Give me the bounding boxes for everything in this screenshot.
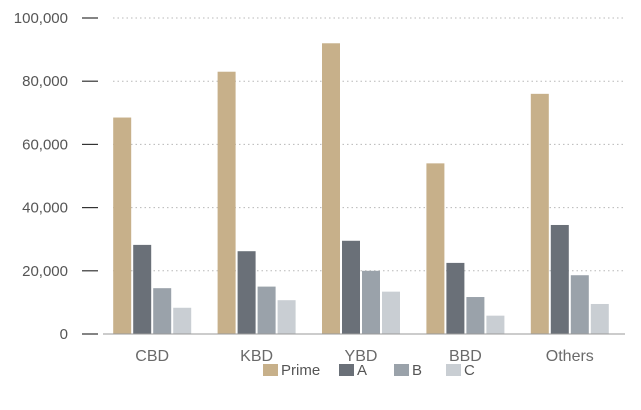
bar-prime-bbd (426, 163, 445, 334)
bar-c-others (590, 303, 609, 334)
y-axis: 0 20,000 40,000 60,000 80,000 100,000 (14, 10, 98, 343)
bar-b-ybd (362, 270, 380, 334)
legend-label-c: C (464, 362, 475, 379)
y-tick-label: 20,000 (22, 263, 68, 280)
bar-prime-ybd (322, 43, 340, 334)
bar-c-kbd (277, 300, 296, 334)
y-tick-label: 0 (60, 326, 68, 343)
y-tick-label: 60,000 (22, 136, 68, 153)
bar-prime-cbd (113, 117, 132, 334)
legend-label-prime: Prime (281, 362, 320, 379)
bar-a-ybd (342, 240, 360, 334)
legend-swatch-c (446, 364, 461, 376)
x-category-label: Others (546, 348, 594, 365)
y-tick-label: 80,000 (22, 73, 68, 90)
x-category-label: KBD (240, 348, 273, 365)
legend-label-b: B (412, 362, 422, 379)
y-tick-label: 100,000 (14, 10, 68, 27)
y-tick-label: 40,000 (22, 200, 68, 217)
x-category-label: YBD (345, 348, 378, 365)
bar-c-ybd (382, 291, 400, 334)
bar-b-bbd (466, 297, 485, 334)
bar-a-kbd (237, 251, 256, 334)
bars (113, 43, 609, 334)
bar-prime-others (530, 93, 549, 334)
bar-c-cbd (173, 307, 192, 334)
bar-b-cbd (153, 288, 172, 334)
bar-a-cbd (133, 244, 152, 334)
bar-a-bbd (446, 262, 465, 334)
legend-swatch-a (339, 364, 354, 376)
bar-a-others (550, 224, 569, 334)
bar-prime-kbd (217, 71, 236, 334)
x-category-label: CBD (135, 348, 169, 365)
x-category-label: BBD (449, 348, 482, 365)
x-axis: CBD KBD YBD BBD Others (103, 333, 625, 365)
bar-c-bbd (486, 315, 505, 334)
legend-swatch-b (394, 364, 409, 376)
legend-swatch-prime (263, 364, 278, 376)
bar-b-kbd (257, 286, 276, 334)
bar-b-others (570, 275, 589, 334)
legend: Prime A B C (263, 362, 475, 379)
legend-label-a: A (357, 362, 367, 379)
